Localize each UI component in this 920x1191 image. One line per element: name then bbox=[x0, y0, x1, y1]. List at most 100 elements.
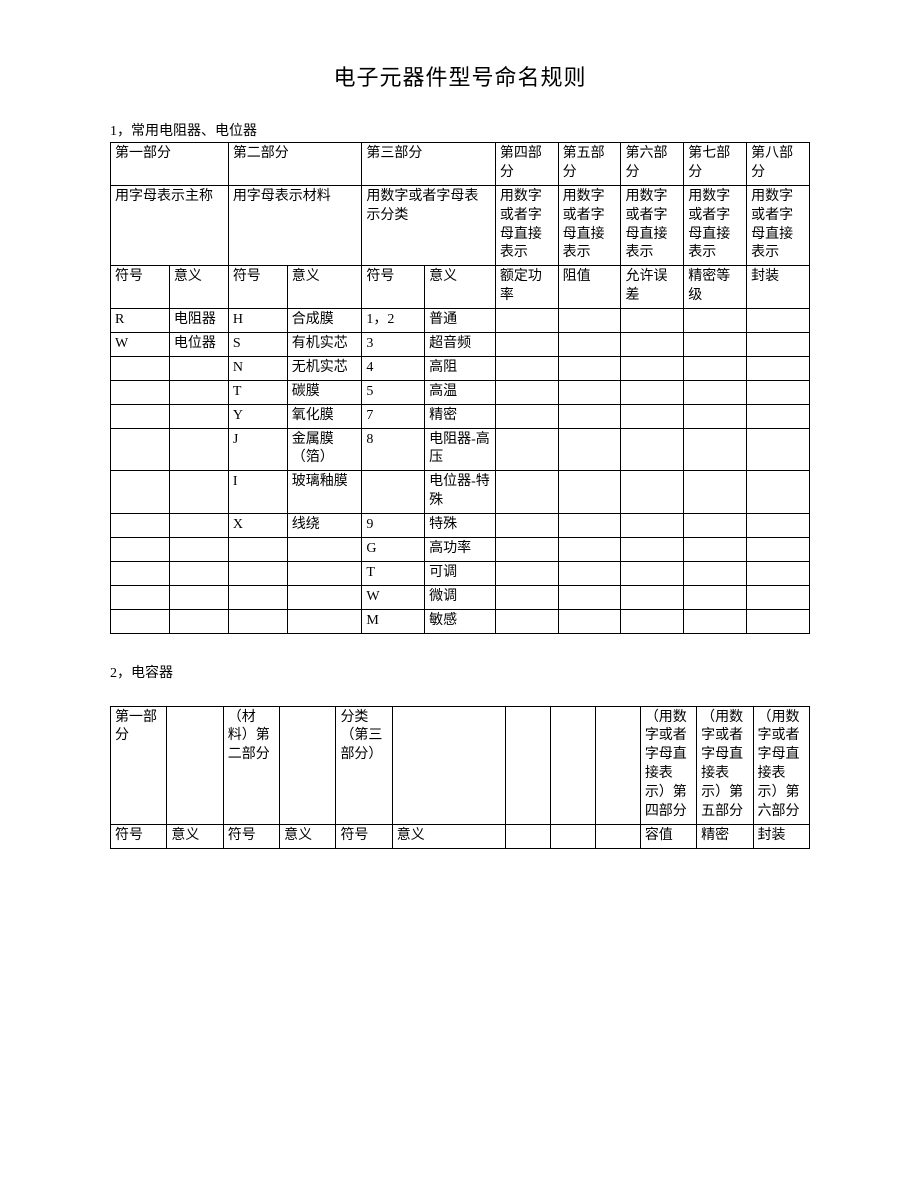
table-cell bbox=[495, 428, 558, 471]
header-cell: 符号 bbox=[111, 266, 170, 309]
table-cell bbox=[362, 471, 425, 514]
table-cell bbox=[495, 356, 558, 380]
header-cell: 用字母表示材料 bbox=[228, 185, 362, 266]
header-cell: 第四部分 bbox=[495, 143, 558, 186]
table-row: 符号 意义 符号 意义 符号 意义 额定功率 阻值 允许误差 精密等级 封装 bbox=[111, 266, 810, 309]
table-cell: W bbox=[362, 585, 425, 609]
table-cell: 3 bbox=[362, 333, 425, 357]
table-cell bbox=[169, 561, 228, 585]
table-cell bbox=[684, 585, 747, 609]
table-cell bbox=[684, 609, 747, 633]
table-cell bbox=[747, 356, 810, 380]
table-cell bbox=[684, 404, 747, 428]
header-cell: 精密等级 bbox=[684, 266, 747, 309]
table-cell: 有机实芯 bbox=[287, 333, 362, 357]
header-cell: 符号 bbox=[223, 824, 279, 848]
table-cell: 碳膜 bbox=[287, 380, 362, 404]
table-cell: 9 bbox=[362, 514, 425, 538]
table-cell bbox=[621, 380, 684, 404]
table-cell: 特殊 bbox=[425, 514, 496, 538]
header-cell: 意义 bbox=[167, 824, 223, 848]
table-cell bbox=[111, 356, 170, 380]
header-cell: 用数字或者字母表示分类 bbox=[362, 185, 496, 266]
table-cell bbox=[684, 514, 747, 538]
section1-label: 1，常用电阻器、电位器 bbox=[110, 120, 810, 140]
table-row: W电位器S有机实芯3超音频 bbox=[111, 333, 810, 357]
header-cell: 第一部分 bbox=[111, 706, 167, 824]
table-cell: 可调 bbox=[425, 561, 496, 585]
header-cell bbox=[595, 706, 640, 824]
table-cell bbox=[747, 471, 810, 514]
table-cell bbox=[747, 380, 810, 404]
header-cell: 封装 bbox=[753, 824, 809, 848]
header-cell: 第三部分 bbox=[362, 143, 496, 186]
table-cell: 普通 bbox=[425, 309, 496, 333]
section2-label: 2，电容器 bbox=[110, 662, 810, 682]
table-row: I玻璃釉膜电位器-特殊 bbox=[111, 471, 810, 514]
header-cell: （用数字或者字母直接表示）第四部分 bbox=[640, 706, 696, 824]
table-cell bbox=[621, 471, 684, 514]
table-cell bbox=[228, 585, 287, 609]
table-cell bbox=[169, 471, 228, 514]
table-cell bbox=[621, 561, 684, 585]
header-cell: 符号 bbox=[228, 266, 287, 309]
table-cell: 1，2 bbox=[362, 309, 425, 333]
table-cell: H bbox=[228, 309, 287, 333]
header-cell bbox=[595, 824, 640, 848]
table-cell bbox=[228, 538, 287, 562]
table-cell: 金属膜（箔） bbox=[287, 428, 362, 471]
table-cell bbox=[495, 404, 558, 428]
table-cell: 合成膜 bbox=[287, 309, 362, 333]
table-cell bbox=[558, 471, 621, 514]
table-cell bbox=[111, 609, 170, 633]
table-cell: G bbox=[362, 538, 425, 562]
table-row: T可调 bbox=[111, 561, 810, 585]
table-cell bbox=[684, 538, 747, 562]
table-cell: 高功率 bbox=[425, 538, 496, 562]
table-cell bbox=[495, 471, 558, 514]
table-cell: 精密 bbox=[425, 404, 496, 428]
table-cell bbox=[169, 538, 228, 562]
header-cell: 用数字或者字母直接表示 bbox=[684, 185, 747, 266]
table-cell bbox=[287, 561, 362, 585]
table-cell bbox=[621, 514, 684, 538]
table-cell bbox=[495, 309, 558, 333]
table-cell: 微调 bbox=[425, 585, 496, 609]
header-cell bbox=[280, 706, 336, 824]
table-cell: 无机实芯 bbox=[287, 356, 362, 380]
table-row: 第一部分 第二部分 第三部分 第四部分 第五部分 第六部分 第七部分 第八部分 bbox=[111, 143, 810, 186]
header-cell: 第二部分 bbox=[228, 143, 362, 186]
table-cell bbox=[287, 609, 362, 633]
table-cell bbox=[621, 309, 684, 333]
table-cell: J bbox=[228, 428, 287, 471]
table-cell: R bbox=[111, 309, 170, 333]
table-cell: 5 bbox=[362, 380, 425, 404]
table-cell: 电位器-特殊 bbox=[425, 471, 496, 514]
table-cell bbox=[287, 538, 362, 562]
table-row: 第一部分 （材料）第二部分 分类（第三部分） （用数字或者字母直接表示）第四部分… bbox=[111, 706, 810, 824]
header-cell: 允许误差 bbox=[621, 266, 684, 309]
table-cell bbox=[111, 428, 170, 471]
header-cell: 容值 bbox=[640, 824, 696, 848]
header-cell: 意义 bbox=[169, 266, 228, 309]
table-cell: 敏感 bbox=[425, 609, 496, 633]
table-cell bbox=[684, 561, 747, 585]
table-cell: 高温 bbox=[425, 380, 496, 404]
table-row: M敏感 bbox=[111, 609, 810, 633]
header-cell: 第六部分 bbox=[621, 143, 684, 186]
header-cell: 用数字或者字母直接表示 bbox=[621, 185, 684, 266]
table-cell bbox=[684, 428, 747, 471]
table-cell: M bbox=[362, 609, 425, 633]
table-cell bbox=[558, 309, 621, 333]
table-cell bbox=[621, 333, 684, 357]
header-cell: 封装 bbox=[747, 266, 810, 309]
table-cell: W bbox=[111, 333, 170, 357]
table-cell: Y bbox=[228, 404, 287, 428]
table-cell bbox=[558, 380, 621, 404]
header-cell bbox=[505, 706, 550, 824]
table-cell bbox=[495, 561, 558, 585]
table-cell bbox=[747, 609, 810, 633]
table-row: R电阻器H合成膜1，2普通 bbox=[111, 309, 810, 333]
table-cell: 电位器 bbox=[169, 333, 228, 357]
table-cell bbox=[747, 428, 810, 471]
